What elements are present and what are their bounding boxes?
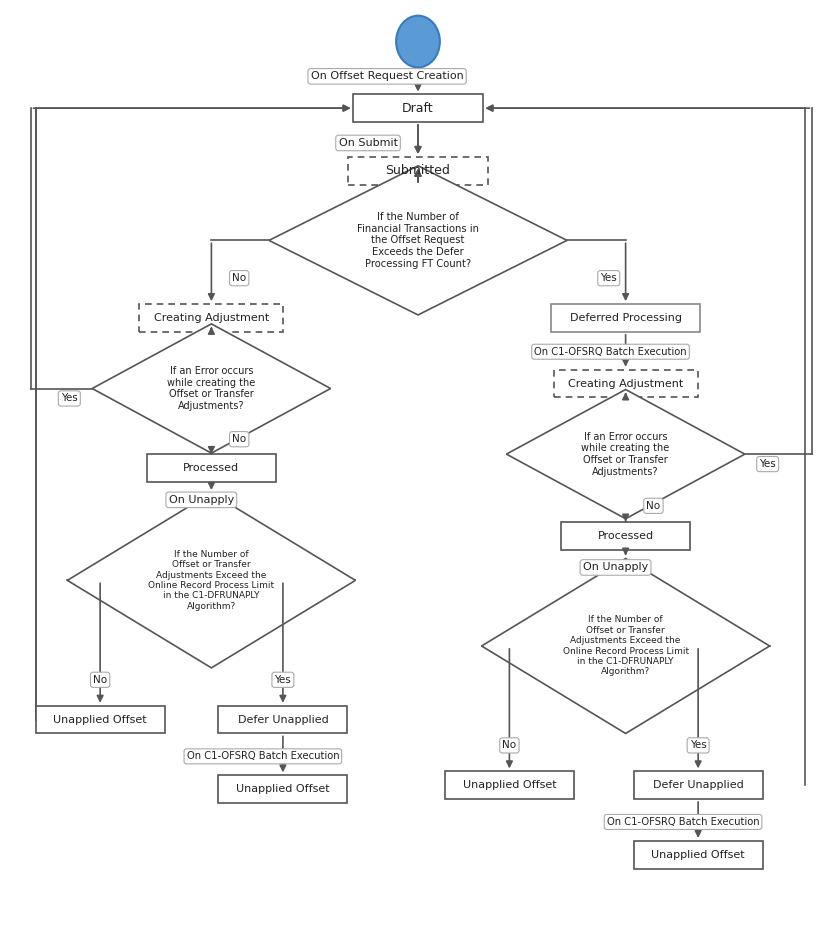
Text: If the Number of
Financial Transactions in
the Offset Request
Exceeds the Defer
: If the Number of Financial Transactions … (357, 213, 478, 269)
Text: If an Error occurs
while creating the
Offset or Transfer
Adjustments?: If an Error occurs while creating the Of… (167, 366, 255, 411)
Polygon shape (268, 166, 566, 315)
Text: Draft: Draft (402, 102, 433, 115)
Polygon shape (481, 559, 769, 734)
Bar (444, 772, 573, 799)
Bar (633, 841, 762, 868)
Text: Submitted: Submitted (385, 164, 450, 177)
Text: Processed: Processed (597, 530, 653, 541)
Text: Defer Unapplied: Defer Unapplied (652, 780, 742, 791)
Text: No: No (645, 501, 660, 511)
Text: Yes: Yes (758, 459, 775, 469)
Ellipse shape (395, 16, 440, 67)
Text: No: No (502, 740, 516, 751)
Bar (218, 706, 347, 734)
Bar (35, 706, 165, 734)
Text: No: No (93, 675, 107, 685)
Text: On Unapply: On Unapply (169, 494, 233, 505)
Text: If the Number of
Offset or Transfer
Adjustments Exceed the
Online Record Process: If the Number of Offset or Transfer Adju… (148, 549, 274, 611)
Text: Unapplied Offset: Unapplied Offset (54, 715, 147, 724)
Text: Yes: Yes (274, 675, 291, 685)
Bar (550, 304, 699, 332)
Text: Unapplied Offset: Unapplied Offset (236, 784, 329, 794)
Text: On C1-OFSRQ Batch Execution: On C1-OFSRQ Batch Execution (186, 752, 339, 761)
Text: If an Error occurs
while creating the
Offset or Transfer
Adjustments?: If an Error occurs while creating the Of… (581, 432, 669, 476)
Bar (218, 775, 347, 803)
Text: Unapplied Offset: Unapplied Offset (650, 849, 744, 860)
Text: Yes: Yes (689, 740, 706, 751)
Text: On Offset Request Creation: On Offset Request Creation (310, 71, 463, 82)
Text: Creating Adjustment: Creating Adjustment (154, 313, 268, 323)
Text: Defer Unapplied: Defer Unapplied (237, 715, 328, 724)
Text: On C1-OFSRQ Batch Execution: On C1-OFSRQ Batch Execution (606, 817, 758, 827)
Text: Yes: Yes (61, 394, 78, 403)
Text: No: No (232, 273, 246, 283)
Bar (553, 369, 696, 398)
Polygon shape (506, 389, 744, 519)
Text: Yes: Yes (599, 273, 616, 283)
Bar (146, 455, 276, 482)
Text: If the Number of
Offset or Transfer
Adjustments Exceed the
Online Record Process: If the Number of Offset or Transfer Adju… (562, 616, 688, 677)
Bar (353, 94, 482, 122)
Text: On Submit: On Submit (338, 138, 397, 148)
Text: Creating Adjustment: Creating Adjustment (568, 379, 682, 388)
Polygon shape (67, 493, 355, 668)
Text: Processed: Processed (183, 463, 239, 473)
Polygon shape (92, 324, 330, 453)
Bar (633, 772, 762, 799)
Text: Deferred Processing: Deferred Processing (569, 313, 681, 323)
Bar (348, 157, 487, 185)
Text: On Unapply: On Unapply (582, 563, 647, 572)
Text: Unapplied Offset: Unapplied Offset (462, 780, 556, 791)
Text: No: No (232, 435, 246, 444)
Bar (140, 304, 283, 332)
Text: On C1-OFSRQ Batch Execution: On C1-OFSRQ Batch Execution (533, 346, 686, 357)
Bar (560, 522, 690, 549)
